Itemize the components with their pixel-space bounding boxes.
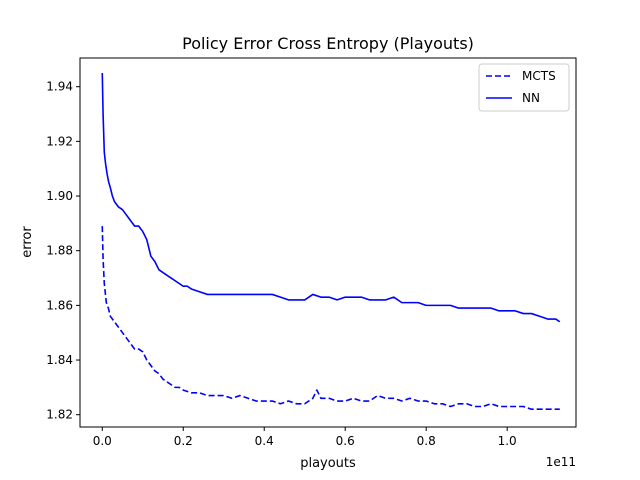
chart-title: Policy Error Cross Entropy (Playouts) — [182, 34, 474, 53]
plot-border — [79, 57, 577, 428]
x-tick-label: 0.8 — [417, 434, 436, 448]
x-tick-label: 1.0 — [498, 434, 517, 448]
x-tick-label: 0.0 — [93, 434, 112, 448]
y-tick-label: 1.82 — [46, 408, 73, 422]
series-layer — [101, 73, 561, 411]
x-axis-offset-text: 1e11 — [546, 455, 576, 469]
y-tick-label: 1.86 — [46, 298, 73, 312]
legend-label-nn: NN — [522, 91, 540, 105]
plot-frame — [80, 58, 576, 427]
x-tick-label: 0.6 — [336, 434, 355, 448]
legend: MCTS NN — [478, 63, 570, 112]
y-tick-label: 1.94 — [46, 80, 73, 94]
y-tick-label: 1.84 — [46, 353, 73, 367]
legend-box — [478, 63, 570, 112]
series-line-mcts — [101, 226, 560, 411]
y-axis-label: error — [20, 226, 35, 258]
x-axis-label: playouts — [300, 456, 356, 471]
series-line-nn — [101, 73, 561, 323]
x-axis-ticks: 0.0 0.2 0.4 0.6 0.8 1.0 — [93, 427, 517, 448]
y-tick-label: 1.92 — [46, 134, 73, 148]
x-tick-label: 0.4 — [255, 434, 274, 448]
x-tick-label: 0.2 — [174, 434, 193, 448]
plot-area — [79, 57, 577, 428]
y-axis-ticks: 1.82 1.84 1.86 1.88 1.90 1.92 1.94 — [46, 80, 80, 422]
y-tick-label: 1.90 — [46, 189, 73, 203]
legend-label-mcts: MCTS — [522, 69, 556, 83]
y-tick-label: 1.88 — [46, 244, 73, 258]
